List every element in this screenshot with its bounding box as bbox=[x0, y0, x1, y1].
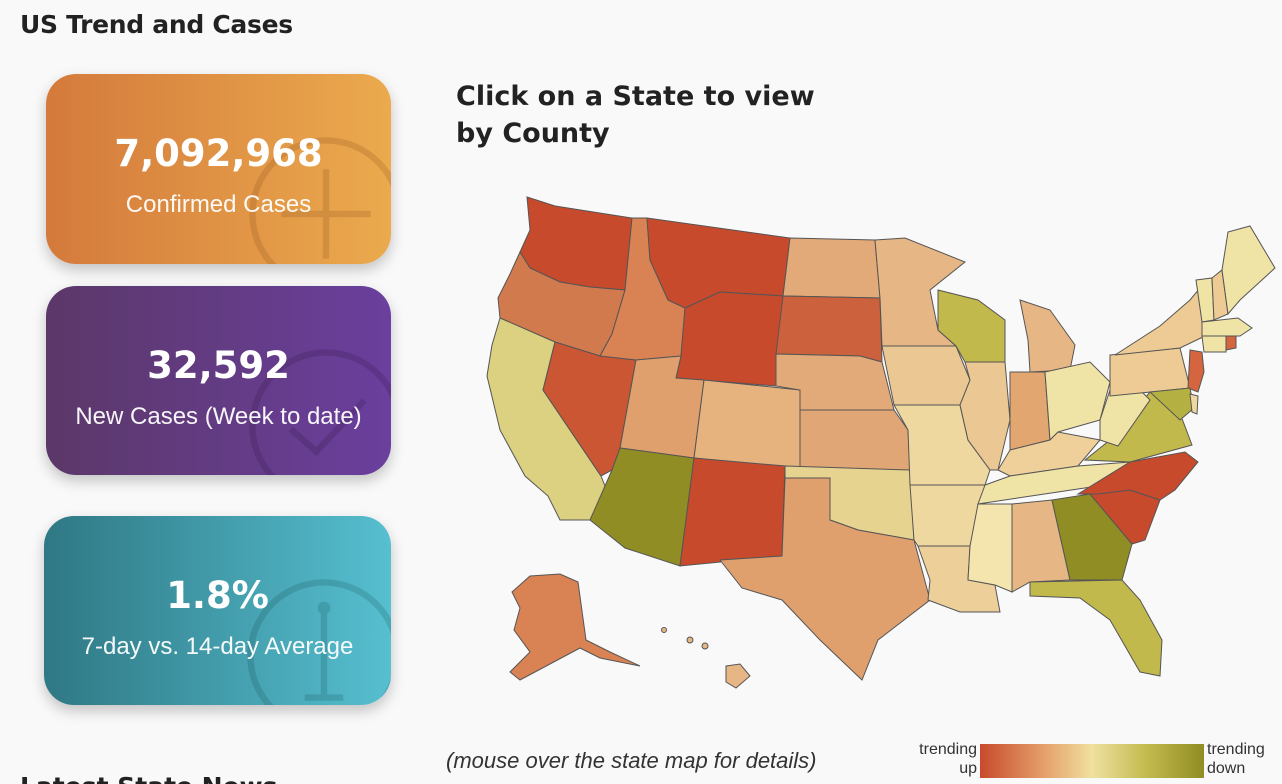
state-ia[interactable] bbox=[881, 345, 971, 406]
average-trend-card[interactable]: 1.8% 7-day vs. 14-day Average bbox=[44, 516, 391, 705]
new-cases-value: 32,592 bbox=[147, 344, 290, 387]
state-hi[interactable] bbox=[725, 663, 751, 689]
state-co[interactable] bbox=[693, 379, 801, 471]
check-circle-icon bbox=[249, 349, 391, 475]
anchor-circle-icon bbox=[247, 579, 391, 705]
state-al[interactable] bbox=[1011, 499, 1071, 593]
state-ct[interactable] bbox=[1201, 335, 1227, 353]
state-ks[interactable] bbox=[799, 409, 911, 471]
new-cases-label: New Cases (Week to date) bbox=[75, 403, 362, 430]
average-trend-value: 1.8% bbox=[166, 574, 269, 617]
state-ga[interactable] bbox=[1051, 493, 1133, 581]
confirmed-cases-card[interactable]: 7,092,968 Confirmed Cases bbox=[46, 74, 391, 264]
map-hint-note: (mouse over the state map for details) bbox=[446, 748, 817, 773]
state-mi[interactable] bbox=[1019, 299, 1076, 373]
state-nm[interactable] bbox=[679, 457, 786, 567]
confirmed-cases-value: 7,092,968 bbox=[114, 132, 323, 175]
page-title: US Trend and Cases bbox=[20, 10, 293, 39]
legend-label-trending-up: trending up bbox=[919, 741, 977, 777]
state-il[interactable] bbox=[959, 361, 1011, 471]
state-ri[interactable] bbox=[1225, 335, 1237, 351]
state-tx[interactable] bbox=[719, 477, 931, 681]
state-de[interactable] bbox=[1189, 393, 1199, 415]
state-nd[interactable] bbox=[782, 237, 881, 299]
state-in[interactable] bbox=[1009, 371, 1051, 451]
state-hi-island[interactable] bbox=[686, 636, 694, 644]
plus-circle-icon bbox=[249, 137, 391, 264]
map-title: Click on a State to view by County bbox=[456, 81, 815, 149]
average-trend-label: 7-day vs. 14-day Average bbox=[81, 633, 354, 660]
legend-label-trending-down: trending down bbox=[1207, 741, 1265, 777]
state-me[interactable] bbox=[1221, 225, 1276, 316]
state-hi-island[interactable] bbox=[661, 627, 667, 633]
state-nj[interactable] bbox=[1187, 349, 1205, 393]
state-nc[interactable] bbox=[1076, 451, 1199, 501]
state-fl[interactable] bbox=[1029, 579, 1163, 677]
state-wy[interactable] bbox=[675, 291, 784, 387]
state-ny[interactable] bbox=[1114, 280, 1211, 356]
state-sd[interactable] bbox=[775, 295, 883, 363]
us-state-map[interactable] bbox=[450, 180, 1280, 700]
legend-color-bar bbox=[980, 744, 1204, 778]
confirmed-cases-label: Confirmed Cases bbox=[125, 191, 312, 218]
new-cases-card[interactable]: 32,592 New Cases (Week to date) bbox=[46, 286, 391, 475]
state-ma[interactable] bbox=[1201, 317, 1253, 337]
state-ak[interactable] bbox=[509, 573, 641, 681]
latest-state-news-heading: Latest State News bbox=[20, 772, 278, 784]
state-hi-island[interactable] bbox=[701, 642, 709, 650]
